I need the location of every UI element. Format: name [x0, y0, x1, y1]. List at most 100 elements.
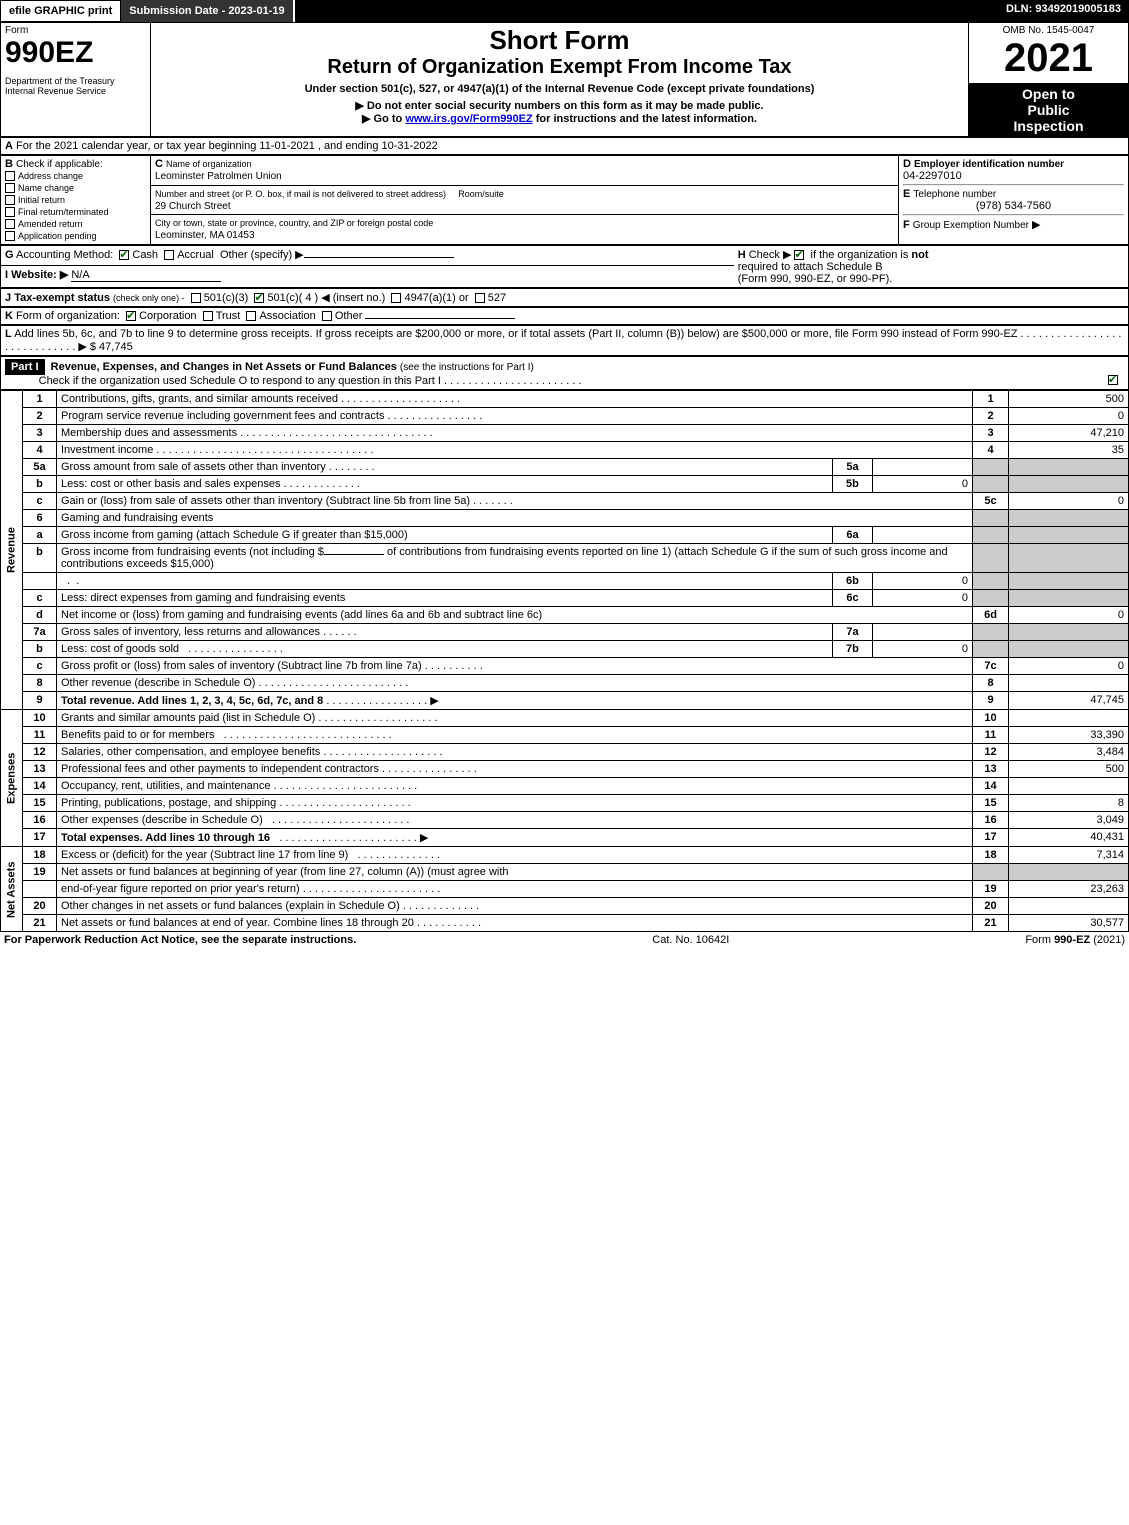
- ln14-num: 14: [23, 778, 57, 795]
- ln19b-num: [23, 881, 57, 898]
- ln6c-grey: [973, 590, 1009, 607]
- c-city-label: City or town, state or province, country…: [155, 218, 433, 228]
- k-other-input[interactable]: [365, 318, 515, 319]
- b-label: Check if applicable:: [16, 159, 103, 170]
- ln20-box: 20: [973, 898, 1009, 915]
- chk-h[interactable]: [794, 250, 804, 260]
- ln6c-grey2: [1009, 590, 1129, 607]
- part1-title: Revenue, Expenses, and Changes in Net As…: [51, 361, 397, 373]
- ln7a-sbox: 7a: [832, 624, 872, 641]
- ln5b-grey: [973, 476, 1009, 493]
- ln6-text: Gaming and fundraising events: [57, 510, 973, 527]
- ln5c-num: c: [23, 493, 57, 510]
- ln19a-text: Net assets or fund balances at beginning…: [57, 864, 973, 881]
- open-to-public-box: Open to Public Inspection: [969, 84, 1129, 137]
- chk-527[interactable]: [475, 293, 485, 303]
- topbar-spacer: [295, 0, 998, 22]
- chk-application-pending[interactable]: [5, 231, 15, 241]
- chk-name-change[interactable]: [5, 183, 15, 193]
- chk-address-change[interactable]: [5, 171, 15, 181]
- section-c-street: Number and street (or P. O. box, if mail…: [151, 185, 899, 215]
- footer-mid: Cat. No. 10642I: [652, 934, 729, 946]
- irs-link[interactable]: www.irs.gov/Form990EZ: [405, 113, 532, 125]
- ln5c-box: 5c: [973, 493, 1009, 510]
- ln11-box: 11: [973, 727, 1009, 744]
- ln7c-text: Gross profit or (loss) from sales of inv…: [57, 658, 973, 675]
- opt-final-return: Final return/terminated: [18, 207, 109, 217]
- chk-accrual[interactable]: [164, 250, 174, 260]
- chk-amended-return[interactable]: [5, 219, 15, 229]
- gh-block: G Accounting Method: Cash Accrual Other …: [0, 245, 1129, 288]
- ln11-text: Benefits paid to or for members . . . . …: [57, 727, 973, 744]
- ln17-num: 17: [23, 829, 57, 847]
- ln17-text: Total expenses. Add lines 10 through 16 …: [57, 829, 973, 847]
- l-amount: $ 47,745: [90, 341, 133, 353]
- j-label: Tax-exempt status: [14, 292, 110, 304]
- chk-final-return[interactable]: [5, 207, 15, 217]
- ln5a-grey: [973, 459, 1009, 476]
- ln17-box: 17: [973, 829, 1009, 847]
- chk-501c3[interactable]: [191, 293, 201, 303]
- tax-year: 2021: [973, 36, 1124, 81]
- chk-501c[interactable]: [254, 293, 264, 303]
- h-text4: (Form 990, 990-EZ, or 990-PF).: [738, 273, 893, 285]
- ln13-num: 13: [23, 761, 57, 778]
- chk-corp[interactable]: [126, 311, 136, 321]
- chk-initial-return[interactable]: [5, 195, 15, 205]
- ln9-num: 9: [23, 692, 57, 710]
- ln7b-text: Less: cost of goods sold . . . . . . . .…: [57, 641, 833, 658]
- ln6b-blank[interactable]: [324, 554, 384, 555]
- f-label: Group Exemption Number: [913, 220, 1029, 231]
- ln7a-grey2: [1009, 624, 1129, 641]
- opt-amended-return: Amended return: [18, 219, 83, 229]
- g-other: Other (specify) ▶: [220, 249, 304, 261]
- ln7a-text: Gross sales of inventory, less returns a…: [57, 624, 833, 641]
- ln5a-text: Gross amount from sale of assets other t…: [57, 459, 833, 476]
- k-cell: K Form of organization: Corporation Trus…: [1, 308, 1129, 325]
- chk-other-org[interactable]: [322, 311, 332, 321]
- ln6b-num: b: [23, 544, 57, 573]
- chk-part1-scho[interactable]: [1108, 375, 1118, 385]
- k-o2: Trust: [216, 310, 241, 322]
- form-header-table: Form 990EZ Department of the Treasury In…: [0, 22, 1129, 137]
- g-other-input[interactable]: [304, 257, 454, 258]
- section-i: I Website: ▶ N/A: [1, 266, 734, 288]
- section-j: J Tax-exempt status (check only one) - 5…: [0, 288, 1129, 307]
- chk-cash[interactable]: [119, 250, 129, 260]
- ln20-text: Other changes in net assets or fund bala…: [57, 898, 973, 915]
- dln: DLN: 93492019005183: [998, 0, 1129, 22]
- chk-4947[interactable]: [391, 293, 401, 303]
- ln10-box: 10: [973, 710, 1009, 727]
- efile-print-button[interactable]: efile GRAPHIC print: [0, 0, 121, 22]
- ln7b-grey: [973, 641, 1009, 658]
- ln5b-text: Less: cost or other basis and sales expe…: [57, 476, 833, 493]
- section-l: L Add lines 5b, 6c, and 7b to line 9 to …: [0, 325, 1129, 356]
- ln5a-sbox: 5a: [832, 459, 872, 476]
- part1-cell: Part I Revenue, Expenses, and Changes in…: [1, 357, 1129, 390]
- ln6b-sval: 0: [872, 573, 972, 590]
- page-footer: For Paperwork Reduction Act Notice, see …: [0, 932, 1129, 948]
- ln2-val: 0: [1009, 408, 1129, 425]
- ln9-box: 9: [973, 692, 1009, 710]
- d-label: Employer identification number: [914, 159, 1064, 170]
- chk-assoc[interactable]: [246, 311, 256, 321]
- j-o3: 4947(a)(1) or: [404, 292, 468, 304]
- ein-value: 04-2297010: [903, 170, 962, 182]
- ln18-text: Excess or (deficit) for the year (Subtra…: [57, 847, 973, 864]
- ln6d-val: 0: [1009, 607, 1129, 624]
- c-room-label: Room/suite: [458, 189, 504, 199]
- ln6a-sbox: 6a: [832, 527, 872, 544]
- part1-label: Part I: [5, 359, 45, 375]
- ln2-text: Program service revenue including govern…: [57, 408, 973, 425]
- ln19-num: 19: [23, 864, 57, 881]
- subtitle: Under section 501(c), 527, or 4947(a)(1)…: [155, 83, 964, 95]
- dept-line-2: Internal Revenue Service: [5, 86, 146, 96]
- open-1: Open to: [973, 86, 1124, 102]
- ln15-box: 15: [973, 795, 1009, 812]
- g-label: Accounting Method:: [16, 249, 113, 261]
- ln5a-sval: [872, 459, 972, 476]
- chk-trust[interactable]: [203, 311, 213, 321]
- part1-hint: (see the instructions for Part I): [400, 362, 534, 373]
- ln6c-sval: 0: [872, 590, 972, 607]
- ln5a-grey2: [1009, 459, 1129, 476]
